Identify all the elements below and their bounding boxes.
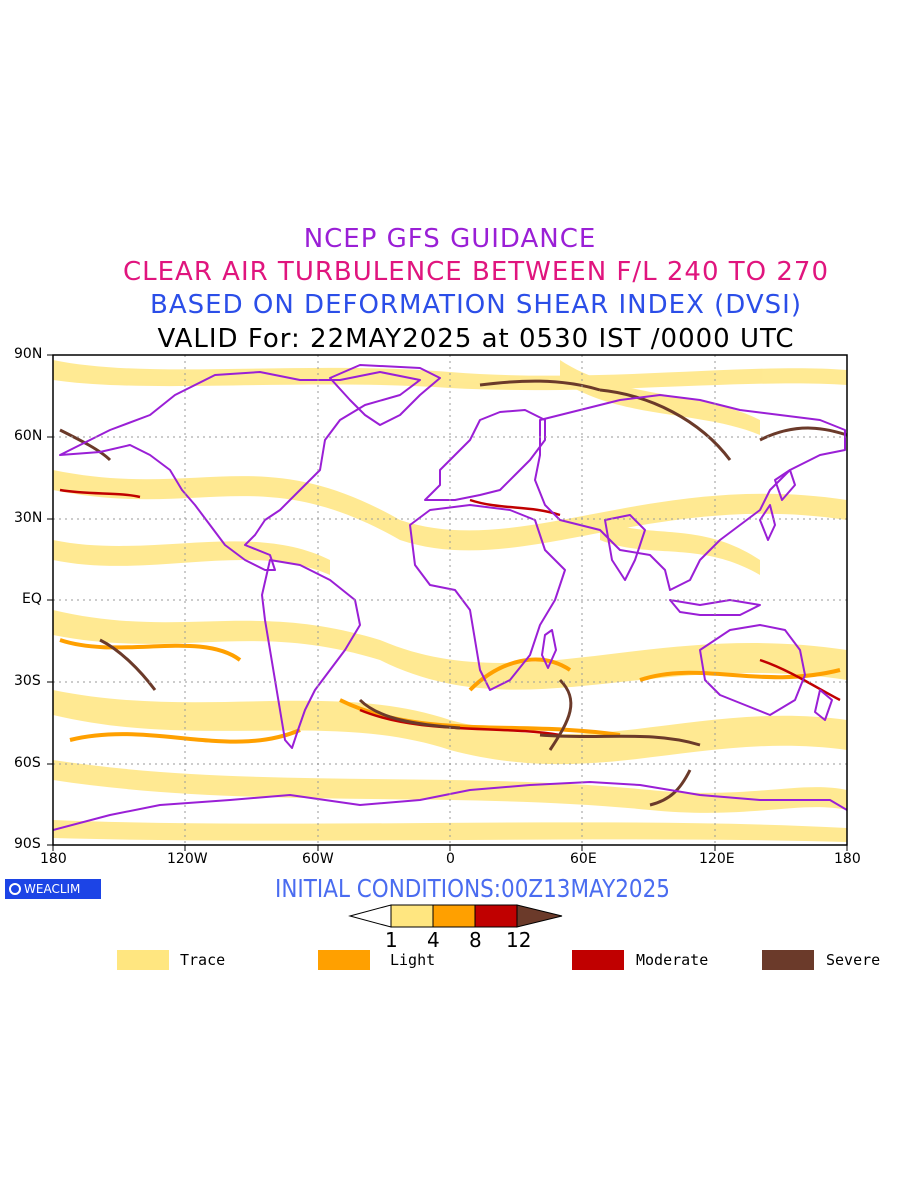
colorbar-tick: 12 — [506, 928, 532, 952]
lon-label: 120E — [699, 851, 735, 867]
legend-swatch-severe — [762, 950, 814, 970]
lon-label: 120W — [167, 851, 208, 867]
title-product: CLEAR AIR TURBULENCE BETWEEN F/L 240 TO … — [122, 257, 830, 287]
axis-ticks — [47, 354, 848, 851]
severe-turbulence-streaks — [59, 379, 847, 807]
legend-label-moderate: Moderate — [636, 951, 709, 969]
coastlines — [53, 364, 847, 831]
lat-label: 90S — [14, 836, 41, 852]
lat-label: 60N — [14, 428, 43, 444]
lon-label: 180 — [834, 851, 861, 867]
initial-conditions-label: INITIAL CONDITIONS:00Z13MAY2025 — [275, 874, 670, 903]
title-method: BASED ON DEFORMATION SHEAR INDEX (DVSI) — [150, 290, 802, 320]
graticule — [53, 355, 847, 845]
legend-swatch-trace — [117, 950, 169, 970]
colorbar-tick: 8 — [469, 928, 482, 952]
light-turbulence-streaks — [59, 638, 841, 744]
lat-label: 90N — [14, 346, 43, 362]
colorbar-tick: 1 — [385, 928, 398, 952]
lat-label: 60S — [14, 755, 41, 771]
legend-label-severe: Severe — [826, 951, 881, 969]
legend-swatch-light — [318, 950, 370, 970]
logo-text: WEACLIM — [24, 882, 81, 896]
legend-swatch-moderate — [572, 950, 624, 970]
legend-label-trace: Trace — [180, 951, 226, 969]
title-valid-time: VALID For: 22MAY2025 at 0530 IST /0000 U… — [157, 324, 795, 354]
lat-label: 30N — [14, 510, 43, 526]
colorbar-tick: 4 — [427, 928, 440, 952]
lon-label: 60W — [302, 851, 334, 867]
legend-label-light: Light — [390, 951, 436, 969]
lat-label: EQ — [22, 591, 42, 607]
colorbar — [348, 904, 563, 928]
title-model: NCEP GFS GUIDANCE — [303, 224, 597, 254]
copyright-icon — [9, 883, 21, 895]
lon-label: 60E — [570, 851, 597, 867]
lat-label: 30S — [14, 673, 41, 689]
weaclim-logo: WEACLIM — [5, 879, 101, 899]
lon-label: 180 — [40, 851, 67, 867]
lon-label: 0 — [446, 851, 455, 867]
